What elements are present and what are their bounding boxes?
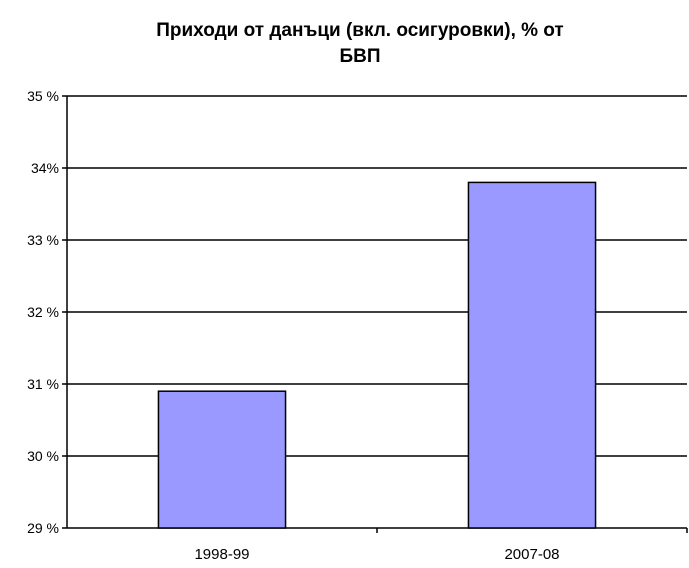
chart-title-line-1: Приходи от данъци (вкл. осигуровки), % о… — [156, 20, 564, 41]
chart-title: Приходи от данъци (вкл. осигуровки), % о… — [40, 18, 680, 70]
bar-1998-99 — [157, 390, 287, 529]
chart-title-line-2: БВП — [339, 46, 381, 67]
y-tick-label-30: 30 % — [27, 448, 59, 464]
y-tick-label-35: 35 % — [27, 88, 59, 104]
x-tick-label-2007-08: 2007-08 — [504, 546, 559, 563]
y-tick-label-31: 31 % — [27, 376, 59, 392]
x-tick-label-1998-99: 1998-99 — [194, 546, 249, 563]
y-tick-label-29: 29 % — [27, 520, 59, 536]
y-tick-label-32: 32 % — [27, 304, 59, 320]
bar-2007-08 — [467, 181, 597, 529]
y-tick-label-33: 33 % — [27, 232, 59, 248]
y-tick-label-34: 34% — [31, 160, 59, 176]
